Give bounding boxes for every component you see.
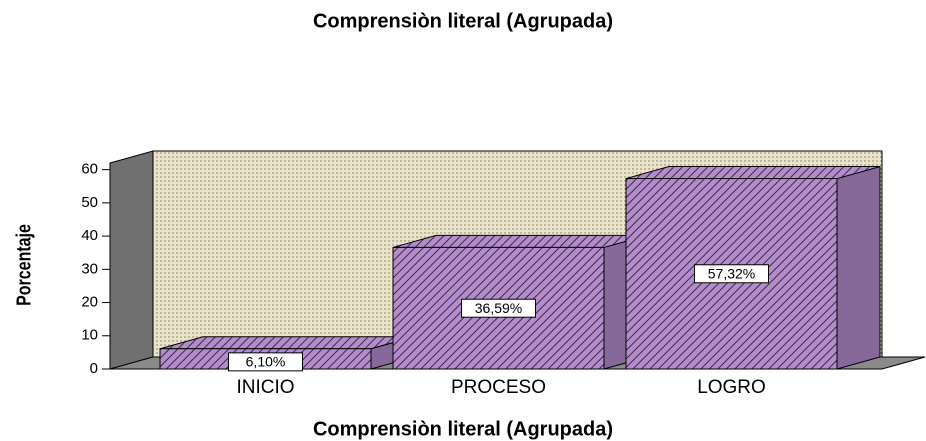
bar-top [625,166,881,180]
chart-title: Comprensiòn literal (Agrupada) [313,10,613,32]
value-label: 6,10% [246,354,286,370]
value-label-box [461,298,536,318]
y-tick-label: 20 [81,294,98,311]
value-label-box [694,264,769,284]
value-label-box [228,352,303,372]
value-label: 36,59% [475,300,522,316]
y-tick-label: 60 [81,161,98,178]
bar-top [392,234,648,248]
y-tick-label: 10 [81,327,98,344]
y-tick-label: 50 [81,194,98,211]
bar-side [836,165,881,370]
y-tick-label: 30 [81,260,98,277]
x-tick-label: LOGRO [697,377,766,398]
plot: 0 10 20 30 40 50 60 6,10% INICIO 36,59% PROCESO 57,… [81,150,926,398]
y-tick-label: 0 [90,360,98,377]
x-tick-label: PROCESO [451,377,546,398]
y-tick-label: 40 [81,227,98,244]
value-label: 57,32% [708,265,755,281]
x-tick-label: INICIO [236,377,294,398]
left-wall [109,150,154,370]
x-axis-title: Comprensiòn literal (Agrupada) [313,418,613,440]
bar-top [159,336,415,350]
y-axis-title: Porcentaje [13,224,35,306]
